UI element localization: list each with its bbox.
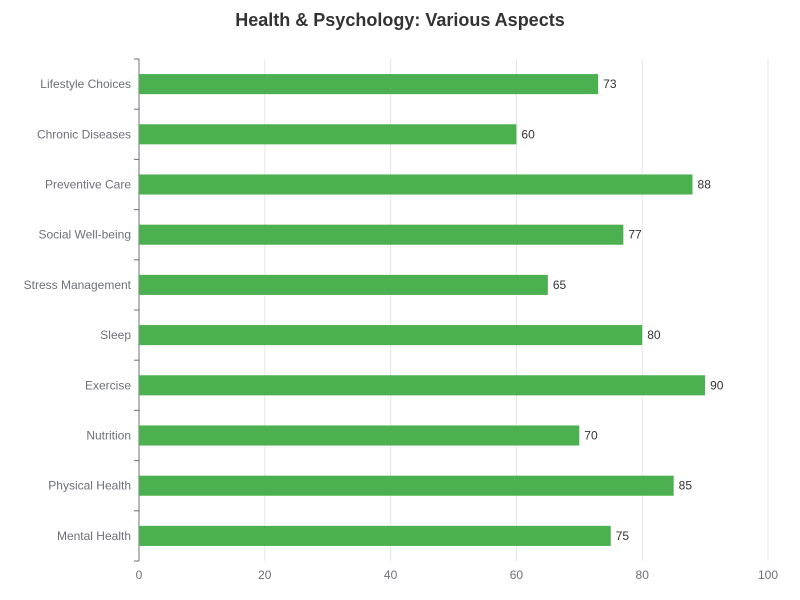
bar: [139, 525, 611, 546]
x-tick-label: 60: [510, 568, 524, 582]
category-label: Physical Health: [48, 479, 131, 493]
category-label: Nutrition: [86, 429, 131, 443]
category-label: Chronic Diseases: [37, 127, 131, 141]
category-label: Stress Management: [24, 278, 132, 292]
data-label: 90: [710, 378, 724, 392]
bar: [139, 124, 517, 145]
data-label: 80: [647, 328, 661, 342]
x-tick-label: 20: [258, 568, 272, 582]
category-label: Preventive Care: [45, 178, 131, 192]
category-label: Sleep: [100, 328, 131, 342]
category-label: Exercise: [85, 378, 131, 392]
data-label: 75: [616, 529, 630, 543]
category-label: Social Well-being: [39, 228, 132, 242]
chart-title: Health & Psychology: Various Aspects: [235, 10, 565, 30]
x-tick-label: 0: [136, 568, 143, 582]
bar: [139, 74, 599, 95]
data-label: 73: [603, 77, 617, 91]
data-label: 60: [521, 127, 535, 141]
bar: [139, 425, 580, 446]
bar: [139, 475, 674, 496]
data-label: 88: [698, 178, 712, 192]
bar: [139, 274, 548, 295]
x-tick-label: 80: [636, 568, 650, 582]
bar: [139, 224, 624, 245]
data-label: 77: [628, 228, 642, 242]
x-tick-label: 40: [384, 568, 398, 582]
data-label: 70: [584, 429, 598, 443]
bar: [139, 325, 643, 346]
x-tick-label: 100: [758, 568, 778, 582]
data-label: 85: [679, 479, 693, 493]
category-label: Mental Health: [57, 529, 131, 543]
bar: [139, 174, 693, 195]
data-label: 65: [553, 278, 567, 292]
category-label: Lifestyle Choices: [40, 77, 131, 91]
bar: [139, 375, 706, 396]
